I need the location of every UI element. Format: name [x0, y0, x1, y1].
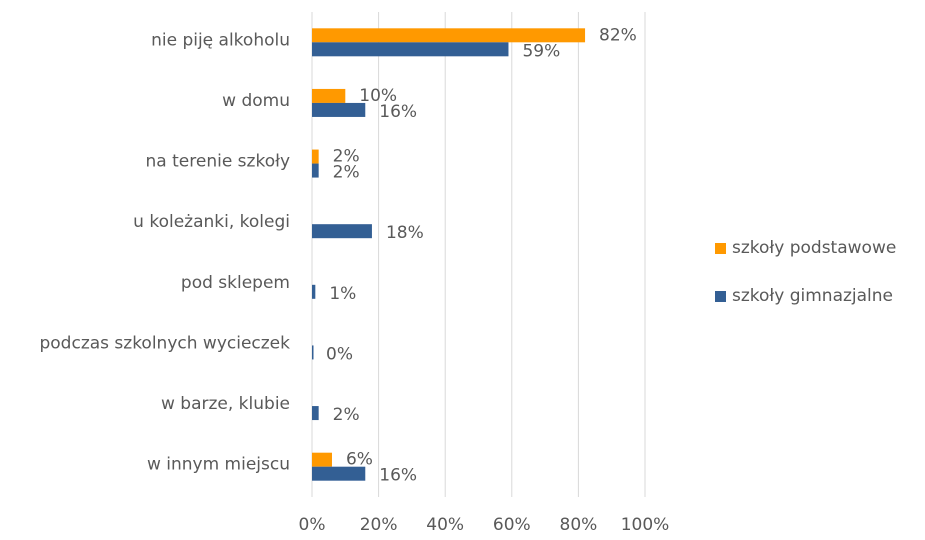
bar [312, 102, 366, 117]
bar [312, 88, 346, 103]
legend-swatch [715, 243, 726, 254]
data-label: 18% [386, 223, 424, 243]
bar [312, 224, 372, 239]
data-label: 2% [333, 405, 360, 425]
bar [312, 284, 316, 299]
category-label: nie piję alkoholu [151, 30, 290, 50]
category-label: pod sklepem [181, 273, 290, 293]
data-label: 1% [329, 284, 356, 304]
category-label: w barze, klubie [161, 394, 290, 414]
x-tick-label: 20% [360, 515, 398, 535]
data-label: 16% [379, 102, 417, 122]
bar [312, 406, 319, 421]
data-label: 82% [599, 25, 637, 45]
x-tick-label: 100% [621, 515, 670, 535]
data-label: 10% [359, 86, 397, 106]
x-tick-label: 0% [299, 515, 326, 535]
bar [312, 42, 509, 57]
data-label: 6% [346, 450, 373, 470]
data-label: 2% [333, 163, 360, 183]
bar [312, 345, 314, 360]
x-tick-label: 60% [493, 515, 531, 535]
category-label: na terenie szkoły [146, 152, 290, 172]
bar [312, 452, 332, 467]
legend-label: szkoły podstawowe [732, 238, 896, 258]
data-label: 0% [326, 344, 353, 364]
category-label: w domu [222, 91, 290, 111]
data-label: 59% [522, 41, 560, 61]
bar [312, 149, 319, 164]
bar [312, 466, 366, 481]
data-label: 2% [333, 147, 360, 167]
legend-label: szkoły gimnazjalne [732, 286, 893, 306]
data-label: 16% [379, 466, 417, 486]
legend-swatch [715, 291, 726, 302]
bar [312, 163, 319, 178]
x-tick-label: 80% [560, 515, 598, 535]
category-label: u koleżanki, kolegi [133, 212, 290, 232]
bar [312, 28, 586, 43]
category-label: podczas szkolnych wycieczek [39, 333, 290, 353]
category-label: w innym miejscu [147, 455, 290, 475]
x-tick-label: 40% [426, 515, 464, 535]
